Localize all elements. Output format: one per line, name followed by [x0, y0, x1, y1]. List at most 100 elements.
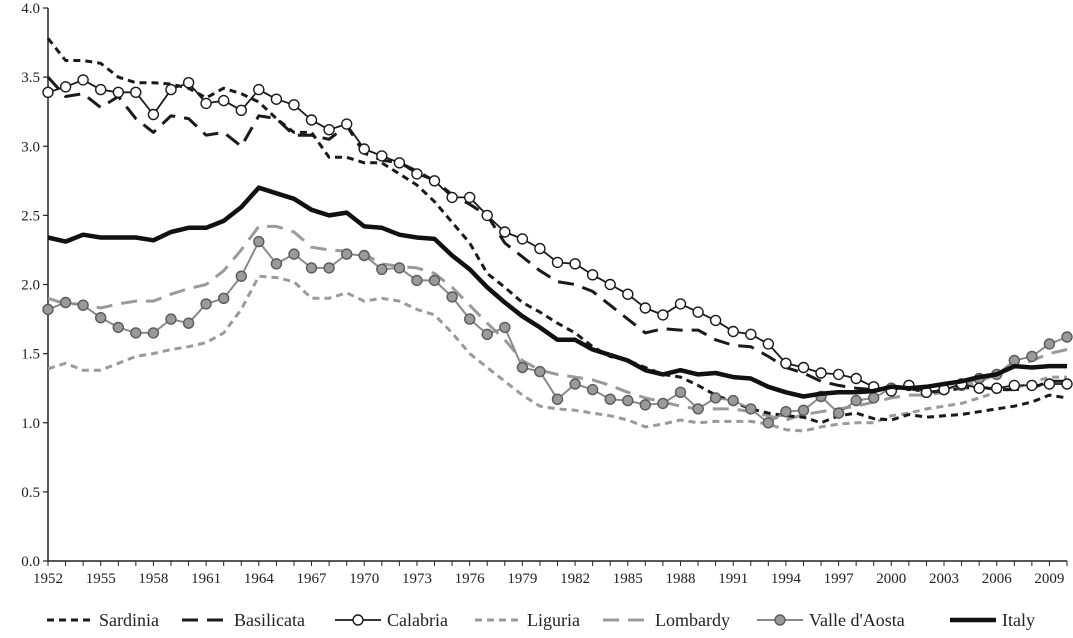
data-point-valle-d-aosta — [165, 313, 177, 325]
x-tick-label: 1952 — [33, 571, 63, 587]
data-point-calabria — [745, 328, 757, 340]
series-sardinia — [46, 37, 1068, 425]
data-point-valle-d-aosta — [376, 263, 388, 275]
data-point-calabria — [762, 338, 774, 350]
data-point-calabria — [973, 382, 985, 394]
y-tick-label: 1.5 — [21, 347, 40, 363]
data-point-calabria — [569, 258, 581, 270]
data-point-calabria — [604, 278, 616, 291]
x-tick-label: 1961 — [191, 571, 221, 587]
data-point-calabria — [428, 175, 441, 187]
data-point-calabria — [639, 302, 651, 314]
data-point-calabria — [622, 288, 634, 300]
data-point-valle-d-aosta — [305, 262, 318, 274]
x-tick-label: 2000 — [876, 571, 906, 587]
data-point-calabria — [674, 298, 687, 310]
data-point-calabria — [727, 325, 739, 338]
data-point-valle-d-aosta — [727, 394, 739, 407]
data-point-valle-d-aosta — [850, 394, 862, 407]
x-tick-label: 1958 — [138, 571, 168, 587]
data-point-valle-d-aosta — [182, 317, 195, 329]
data-point-valle-d-aosta — [586, 383, 599, 396]
data-point-calabria — [341, 118, 353, 130]
series-line-sardinia — [46, 37, 1068, 425]
data-point-valle-d-aosta — [288, 248, 300, 260]
data-point-calabria — [112, 86, 125, 99]
series-liguria — [47, 274, 1067, 433]
data-point-calabria — [217, 94, 230, 107]
data-point-valle-d-aosta — [323, 262, 335, 274]
data-point-calabria — [270, 93, 283, 105]
data-point-calabria — [499, 226, 511, 238]
data-point-valle-d-aosta — [499, 321, 511, 334]
legend-label: Calabria — [387, 610, 448, 630]
legend-item-liguria: Liguria — [475, 610, 580, 630]
data-point-calabria — [797, 361, 810, 374]
x-tick-label: 2003 — [929, 571, 959, 587]
data-point-calabria — [182, 76, 195, 89]
data-point-calabria — [657, 309, 669, 321]
x-tick-label: 1979 — [507, 571, 537, 587]
data-point-calabria — [288, 99, 300, 111]
data-point-valle-d-aosta — [270, 258, 283, 270]
data-point-valle-d-aosta — [481, 328, 493, 340]
legend-item-calabria: Calabria — [335, 610, 448, 630]
data-point-valle-d-aosta — [797, 404, 810, 416]
data-point-valle-d-aosta — [77, 299, 89, 311]
data-point-valle-d-aosta — [42, 303, 54, 316]
x-tick-label: 1970 — [349, 571, 379, 587]
data-point-valle-d-aosta — [253, 235, 265, 248]
x-tick-label: 1997 — [824, 571, 855, 587]
x-tick-label: 1973 — [402, 571, 432, 587]
y-tick-label: 2.5 — [21, 208, 40, 224]
y-tick-label: 3.0 — [21, 139, 40, 155]
data-point-calabria — [815, 367, 827, 379]
data-point-calabria — [358, 143, 370, 155]
legend: Sardinia Basilicata Calabria Liguria Lombard… — [47, 610, 1035, 630]
series-layer — [42, 37, 1073, 433]
data-point-calabria — [780, 357, 792, 369]
data-point-calabria — [1026, 379, 1038, 392]
x-tick-label: 2006 — [982, 571, 1013, 587]
data-point-calabria — [147, 108, 160, 121]
data-point-calabria — [446, 191, 458, 204]
data-point-calabria — [991, 382, 1003, 394]
x-tick-label: 1964 — [244, 571, 275, 587]
data-point-calabria — [376, 150, 388, 162]
data-point-calabria — [59, 81, 72, 93]
data-point-valle-d-aosta — [393, 262, 406, 274]
series-italy — [47, 185, 1067, 399]
data-point-valle-d-aosta — [147, 327, 160, 339]
legend-label: Italy — [1002, 610, 1035, 630]
data-point-valle-d-aosta — [341, 248, 353, 260]
data-point-calabria — [832, 368, 845, 381]
legend-label: Lombardy — [655, 610, 730, 630]
data-point-calabria — [42, 86, 54, 99]
data-point-valle-d-aosta — [674, 386, 687, 398]
data-point-calabria — [481, 209, 493, 222]
data-point-valle-d-aosta — [622, 394, 634, 407]
data-point-valle-d-aosta — [358, 249, 370, 262]
data-point-valle-d-aosta — [464, 313, 476, 325]
data-point-valle-d-aosta — [569, 378, 581, 390]
data-point-valle-d-aosta — [94, 312, 107, 324]
data-point-valle-d-aosta — [200, 298, 212, 310]
data-point-calabria — [551, 256, 564, 269]
data-point-valle-d-aosta — [692, 403, 704, 415]
y-tick-label: 1.0 — [21, 416, 40, 432]
data-point-calabria — [165, 83, 177, 96]
data-point-valle-d-aosta — [411, 274, 423, 287]
data-point-calabria — [850, 372, 862, 385]
series-line-liguria — [47, 274, 1067, 433]
y-tick-label: 3.5 — [21, 70, 40, 86]
x-tick-label: 1982 — [560, 571, 590, 587]
data-point-calabria — [305, 114, 318, 126]
series-line-lombardy — [47, 224, 1068, 422]
y-tick-label: 4.0 — [21, 1, 40, 17]
data-point-calabria — [235, 104, 248, 117]
legend-label: Liguria — [527, 610, 580, 630]
legend-item-basilicata: Basilicata — [182, 610, 305, 630]
legend-marker — [352, 614, 364, 626]
data-point-valle-d-aosta — [639, 399, 651, 411]
